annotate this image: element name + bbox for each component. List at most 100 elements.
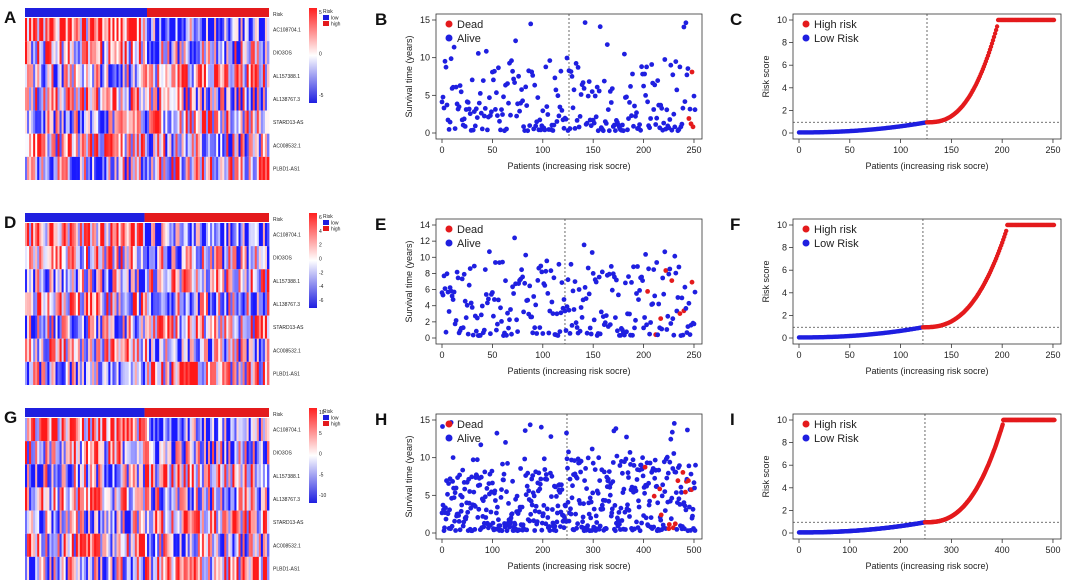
heatmap-cell xyxy=(65,269,69,293)
heatmap-cell xyxy=(167,464,170,488)
alive-point xyxy=(549,299,555,305)
alive-point xyxy=(626,507,632,513)
heatmap-cell xyxy=(90,292,93,316)
alive-point xyxy=(465,100,471,105)
heatmap-cell xyxy=(37,246,40,270)
heatmap-cell xyxy=(140,510,144,534)
heatmap-cell xyxy=(248,133,252,157)
heatmap-cell xyxy=(203,315,207,339)
heatmap-cell xyxy=(124,156,128,180)
alive-point xyxy=(531,294,537,299)
alive-point xyxy=(506,501,511,506)
heatmap-cell xyxy=(75,18,79,42)
heatmap-cell xyxy=(33,18,36,42)
heatmap-cell xyxy=(130,223,134,247)
heatmap-cell xyxy=(224,246,227,270)
heatmap-cell xyxy=(120,361,123,385)
heatmap-cell xyxy=(179,110,182,134)
heatmap-cell xyxy=(183,533,187,557)
alive-point xyxy=(589,446,595,452)
heatmap-cell xyxy=(230,441,233,465)
heatmap-cell xyxy=(264,315,268,339)
dead-point xyxy=(669,278,675,283)
alive-point xyxy=(482,267,488,272)
heatmap-cell xyxy=(177,269,180,293)
heatmap-cell xyxy=(31,246,34,270)
heatmap-cell xyxy=(27,361,30,385)
color-key-tick: 0 xyxy=(319,452,322,458)
heatmap-cell xyxy=(69,18,73,42)
heatmap-cell xyxy=(118,510,121,534)
alive-point xyxy=(683,507,689,513)
heatmap-cell xyxy=(90,156,93,180)
heatmap-cell xyxy=(230,87,233,111)
heatmap-cell xyxy=(230,338,233,362)
heatmap-cell xyxy=(252,533,256,557)
heatmap-cell xyxy=(220,87,223,111)
heatmap-cell xyxy=(157,361,160,385)
plot-frame xyxy=(435,218,703,345)
heatmap-cell xyxy=(177,556,180,580)
heatmap-cell xyxy=(242,246,245,270)
heatmap-cell xyxy=(228,87,231,111)
legend-label: Dead xyxy=(457,19,483,31)
heatmap-cell xyxy=(226,418,229,442)
heatmap-cell xyxy=(49,87,52,111)
heatmap-cell xyxy=(171,87,174,111)
alive-point xyxy=(515,329,520,334)
alive-point xyxy=(672,124,678,130)
heatmap-cell xyxy=(102,269,105,293)
heatmap-cell xyxy=(210,338,213,362)
heatmap-cell xyxy=(197,292,201,316)
heatmap-cell xyxy=(67,269,71,293)
heatmap-cell xyxy=(100,41,103,65)
heatmap-cell xyxy=(258,418,262,442)
y-tick-label: 10 xyxy=(777,220,787,230)
heatmap-cell xyxy=(220,41,223,65)
alive-point xyxy=(639,520,644,526)
heatmap-cell xyxy=(203,464,207,488)
heatmap-cell xyxy=(124,533,128,557)
heatmap-cell xyxy=(67,418,71,442)
heatmap-cell xyxy=(228,533,231,557)
heatmap-cell xyxy=(147,487,150,511)
heatmap-cell xyxy=(63,464,67,488)
alive-point xyxy=(596,455,602,461)
heatmap-cell xyxy=(132,292,136,316)
heatmap-cell xyxy=(175,533,178,557)
heatmap-cell xyxy=(167,556,170,580)
heatmap-cell xyxy=(264,556,268,580)
heatmap-cell xyxy=(187,156,191,180)
alive-point xyxy=(466,282,472,288)
heatmap-cell xyxy=(258,315,262,339)
heatmap-cell xyxy=(47,533,50,557)
alive-point xyxy=(574,525,579,531)
heatmap-cell xyxy=(106,292,109,316)
heatmap-cell xyxy=(108,41,111,65)
heatmap-cell xyxy=(212,87,215,111)
heatmap-cell xyxy=(94,338,97,362)
heatmap-cell xyxy=(124,292,128,316)
heatmap-cell xyxy=(256,441,260,465)
alive-point xyxy=(584,486,589,491)
heatmap-cell xyxy=(218,87,221,111)
heatmap-cell xyxy=(197,41,201,65)
heatmap-cell xyxy=(128,246,132,270)
heatmap-cell xyxy=(106,361,109,385)
heatmap-cell xyxy=(144,338,148,362)
alive-point xyxy=(546,524,552,529)
heatmap-cell xyxy=(124,487,128,511)
alive-point xyxy=(485,127,490,133)
alive-point xyxy=(621,486,627,492)
alive-point xyxy=(577,328,583,334)
alive-point xyxy=(497,118,502,124)
heatmap-cell xyxy=(35,338,38,362)
heatmap-cell xyxy=(210,418,213,442)
heatmap-cell xyxy=(214,133,217,157)
heatmap-cell xyxy=(65,223,69,247)
heatmap-cell xyxy=(177,18,180,42)
color-key-tick: 5 xyxy=(319,10,322,16)
heatmap-cell xyxy=(134,87,138,111)
heatmap-cell xyxy=(195,315,199,339)
heatmap-cell xyxy=(242,361,245,385)
